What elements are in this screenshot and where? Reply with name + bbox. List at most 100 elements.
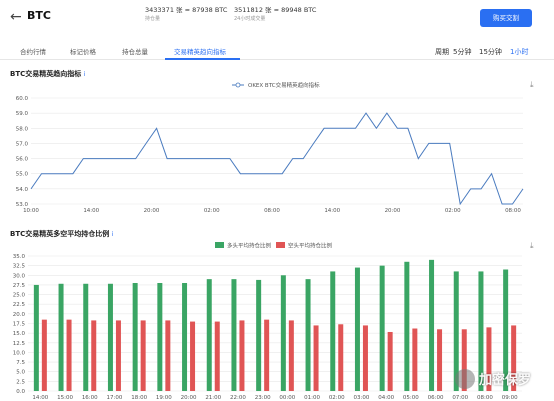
chart1-series-line [30, 112, 524, 206]
chart1-y-tick-label: 55.0 [16, 172, 29, 178]
chart1-x-tick-label: 20:00 [144, 208, 160, 214]
tab-elite-trend[interactable]: 交易精英趋向指标 [174, 48, 226, 56]
chart2-title-text: BTC交易精英多空平均持仓比例 [10, 230, 110, 238]
chart1-y-tick-label: 56.0 [16, 157, 29, 163]
chart2-x-tick-label: 17:00 [107, 395, 123, 401]
chart2-x-tick-label: 09:00 [502, 395, 518, 401]
chart1-y-tick-label: 57.0 [16, 141, 29, 147]
long-bar [107, 283, 113, 391]
chart1-title-text: BTC交易精英趋向指标 [10, 70, 82, 78]
period-label: 周期 [435, 48, 449, 56]
chart1-x-ticks: 10:00 14:00 20:00 02:00 08:00 14:00 20:00 02:00… [23, 208, 521, 214]
chart1-x-tick-label: 02:00 [204, 208, 220, 214]
short-bar [214, 321, 220, 391]
open-interest-label: 持仓量 [145, 16, 161, 22]
open-interest-value: 3433371 张 ≈ 87938 BTC [145, 6, 228, 14]
short-bar [140, 320, 146, 391]
symbol-title: BTC [27, 9, 51, 22]
tab-mark-price[interactable]: 标记价格 [70, 48, 96, 56]
long-bar [429, 259, 435, 391]
chart2-x-tick-label: 00:00 [279, 395, 295, 401]
elite-trend-line-chart: 53.0 54.0 55.0 56.0 57.0 58.0 59.0 60.0 10:00 14… [16, 81, 524, 214]
short-bar [66, 319, 72, 391]
volume-label: 24小时成交量 [234, 16, 266, 22]
chart1-x-tick-label: 10:00 [23, 208, 39, 214]
download-icon[interactable]: ⤓ [530, 241, 534, 250]
short-bar [264, 319, 270, 391]
chart2-y-tick-label: 30.0 [13, 273, 26, 279]
long-bar [132, 283, 138, 391]
long-bar [33, 284, 39, 391]
long-bar [354, 267, 360, 391]
chart2-y-tick-label: 20.0 [13, 312, 26, 318]
chart2-y-tick-label: 10.0 [13, 350, 26, 356]
arrow-left-icon[interactable]: ← [10, 9, 22, 25]
info-icon[interactable]: i [83, 71, 86, 78]
chart2-y-tick-label: 12.5 [13, 341, 26, 347]
short-bar [41, 319, 47, 391]
chart1-x-tick-label: 20:00 [385, 208, 401, 214]
chart1-x-tick-label: 08:00 [505, 208, 521, 214]
long-bar [182, 283, 188, 391]
chart2-x-tick-label: 04:00 [378, 395, 394, 401]
chart2-y-ticks: 0.0 2.5 5.0 7.5 10.0 12.5 15.0 17.5 20.0 22.5 25.0… [13, 254, 26, 395]
chart2-bars [33, 259, 517, 391]
long-bar [280, 275, 286, 391]
short-bar [190, 321, 196, 391]
short-bar [362, 325, 368, 391]
short-bar [91, 320, 97, 391]
chart2-x-tick-label: 18:00 [131, 395, 147, 401]
chart2-x-tick-label: 03:00 [354, 395, 370, 401]
short-bar [486, 327, 492, 391]
chart2-y-tick-label: 27.5 [13, 283, 26, 289]
short-bar [437, 329, 443, 391]
long-bar [404, 261, 410, 391]
short-bar [239, 320, 245, 391]
period-15min[interactable]: 15分钟 [479, 48, 502, 56]
chart2-legend-long-label: 多头平均持仓比例 [227, 242, 272, 250]
long-bar [256, 279, 262, 391]
long-bar [157, 283, 163, 391]
watermark-text: 加密保罗 [479, 373, 532, 388]
chart1-x-tick-label: 14:00 [83, 208, 99, 214]
chart2-y-tick-label: 25.0 [13, 293, 26, 299]
chart2-y-tick-label: 17.5 [13, 322, 26, 328]
chart1-y-tick-label: 58.0 [16, 126, 29, 132]
short-bar [387, 331, 393, 391]
chart1-x-tick-label: 08:00 [264, 208, 280, 214]
chart2-x-tick-label: 19:00 [156, 395, 172, 401]
chart2-x-tick-label: 06:00 [428, 395, 444, 401]
chart1-y-tick-label: 53.0 [16, 202, 29, 208]
chart2-x-tick-label: 14:00 [32, 395, 48, 401]
long-bar [206, 279, 212, 391]
info-icon[interactable]: i [111, 231, 114, 238]
short-bar [313, 325, 319, 391]
chart1-y-tick-label: 59.0 [16, 111, 29, 117]
buy-delivery-button[interactable]: 购买交割 [480, 9, 532, 27]
active-tab-underline [165, 58, 240, 60]
long-bar [453, 271, 459, 391]
chart1-grid [31, 97, 523, 205]
period-5min[interactable]: 5分钟 [453, 48, 472, 56]
chart2-y-tick-label: 0.0 [16, 389, 25, 395]
chart1-y-tick-label: 54.0 [16, 187, 29, 193]
chart2-x-tick-label: 23:00 [255, 395, 271, 401]
volume-stat: 3511812 张 ≈ 89948 BTC 24小时成交量 [234, 6, 316, 23]
tab-open-interest[interactable]: 持仓总量 [122, 48, 148, 56]
short-bar [115, 320, 121, 391]
chart2-title: BTC交易精英多空平均持仓比例 i [10, 229, 113, 239]
chart2-grid [28, 255, 522, 392]
short-bar [511, 325, 517, 391]
open-interest-stat: 3433371 张 ≈ 87938 BTC 持仓量 [145, 6, 227, 23]
long-bar [305, 279, 311, 391]
short-bar [461, 329, 467, 391]
chart1-legend: OKEX BTC交易精英趋向指标 [232, 81, 320, 89]
period-1hour[interactable]: 1小时 [510, 48, 529, 56]
tab-contract-market[interactable]: 合约行情 [20, 48, 46, 56]
long-bar [58, 283, 64, 391]
download-icon[interactable]: ⤓ [530, 80, 534, 89]
chart2-x-tick-label: 20:00 [181, 395, 197, 401]
chart2-x-tick-label: 21:00 [205, 395, 221, 401]
chart1-legend-label: OKEX BTC交易精英趋向指标 [248, 81, 320, 89]
chart2-y-tick-label: 22.5 [13, 302, 26, 308]
